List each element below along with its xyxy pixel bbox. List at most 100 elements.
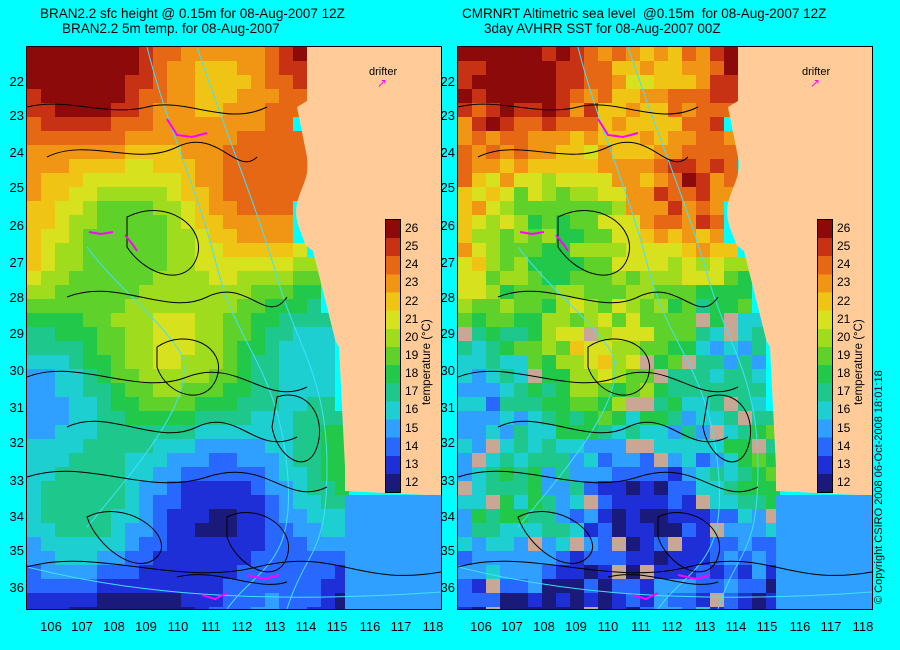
sst-cell (251, 523, 265, 537)
sst-cell (83, 439, 97, 453)
sst-cell (181, 397, 195, 411)
sst-cell (293, 467, 307, 481)
sst-cell (612, 327, 626, 341)
sst-cell (598, 397, 612, 411)
sst-cell (626, 453, 640, 467)
sst-cell (237, 383, 251, 397)
right-lat-label: 32 (440, 435, 455, 450)
left-map-title: BRAN2.2 sfc height @ 0.15m for 08-Aug-20… (40, 6, 345, 36)
sst-cell (584, 89, 598, 103)
sea-level-contour (27, 370, 308, 393)
sst-cell (528, 341, 542, 355)
sst-cell (472, 229, 486, 243)
sst-cell (668, 117, 682, 131)
sst-cell (528, 145, 542, 159)
sst-cell (125, 495, 139, 509)
sst-cell (27, 117, 41, 131)
sst-cell (237, 285, 251, 299)
sst-cell (223, 481, 237, 495)
sst-cell (97, 299, 111, 313)
sst-cell (251, 75, 265, 89)
sst-cell (181, 439, 195, 453)
sst-cell (237, 425, 251, 439)
sst-cell (307, 523, 321, 537)
sst-cell (486, 453, 500, 467)
sst-cell (724, 61, 738, 75)
sst-cell (55, 299, 69, 313)
right-lat-label: 27 (440, 255, 455, 270)
sea-level-contour (66, 290, 288, 308)
sst-cell (83, 145, 97, 159)
sst-cell (237, 131, 251, 145)
sst-cell (682, 439, 696, 453)
sst-cell (83, 61, 97, 75)
sst-cell (167, 551, 181, 565)
sst-cell (125, 383, 139, 397)
sst-cell (486, 425, 500, 439)
sst-cell (710, 215, 724, 229)
sst-cell (570, 173, 584, 187)
sst-cell (682, 313, 696, 327)
sst-cell (598, 61, 612, 75)
sst-cell (125, 257, 139, 271)
sst-cell (125, 117, 139, 131)
sst-cell (724, 369, 738, 383)
sst-cell (237, 397, 251, 411)
sst-cell (514, 61, 528, 75)
sst-cell (279, 243, 293, 257)
sst-cell (514, 593, 528, 607)
sst-cell (738, 509, 752, 523)
sst-cell (167, 243, 181, 257)
sst-cell (237, 509, 251, 523)
sst-cell (598, 215, 612, 229)
sst-cell (55, 383, 69, 397)
sst-cell (626, 495, 640, 509)
sst-cell (279, 229, 293, 243)
sst-cell (97, 579, 111, 593)
sst-cell (167, 495, 181, 509)
sst-cell (41, 103, 55, 117)
isobath-line (577, 47, 720, 609)
sst-cell (598, 453, 612, 467)
sst-cell (209, 299, 223, 313)
sst-cell (514, 467, 528, 481)
sst-cell (181, 215, 195, 229)
sst-cell (612, 103, 626, 117)
sea-level-contour (27, 470, 328, 493)
sst-cell (97, 495, 111, 509)
right-lat-label: 28 (440, 290, 455, 305)
sst-cell (710, 145, 724, 159)
sst-cell (195, 89, 209, 103)
sst-cell (570, 537, 584, 551)
sst-cell (696, 313, 710, 327)
sst-cell (696, 439, 710, 453)
left-lon-label: 114 (295, 619, 317, 634)
sst-cell (279, 201, 293, 215)
sst-cell (668, 397, 682, 411)
sst-cell (640, 187, 654, 201)
sst-cell (556, 75, 570, 89)
drifter-track (246, 574, 280, 581)
right-lat-label: 25 (440, 180, 455, 195)
sst-cell (514, 173, 528, 187)
sst-cell (223, 215, 237, 229)
left-lat-label: 35 (9, 543, 24, 558)
sst-cell (640, 215, 654, 229)
sst-cell (654, 593, 668, 607)
sst-cell (696, 103, 710, 117)
sst-cell (584, 327, 598, 341)
sst-cell (27, 61, 41, 75)
sst-cell (752, 411, 766, 425)
sst-cell (293, 89, 307, 103)
sst-cell (654, 425, 668, 439)
sst-cell (486, 285, 500, 299)
sst-cell (251, 47, 265, 61)
sst-cell (584, 355, 598, 369)
sst-cell (570, 187, 584, 201)
sst-cell (556, 341, 570, 355)
sst-cell (125, 467, 139, 481)
sst-cell (27, 341, 41, 355)
sst-cell (570, 369, 584, 383)
sst-cell (640, 411, 654, 425)
sst-cell (626, 299, 640, 313)
